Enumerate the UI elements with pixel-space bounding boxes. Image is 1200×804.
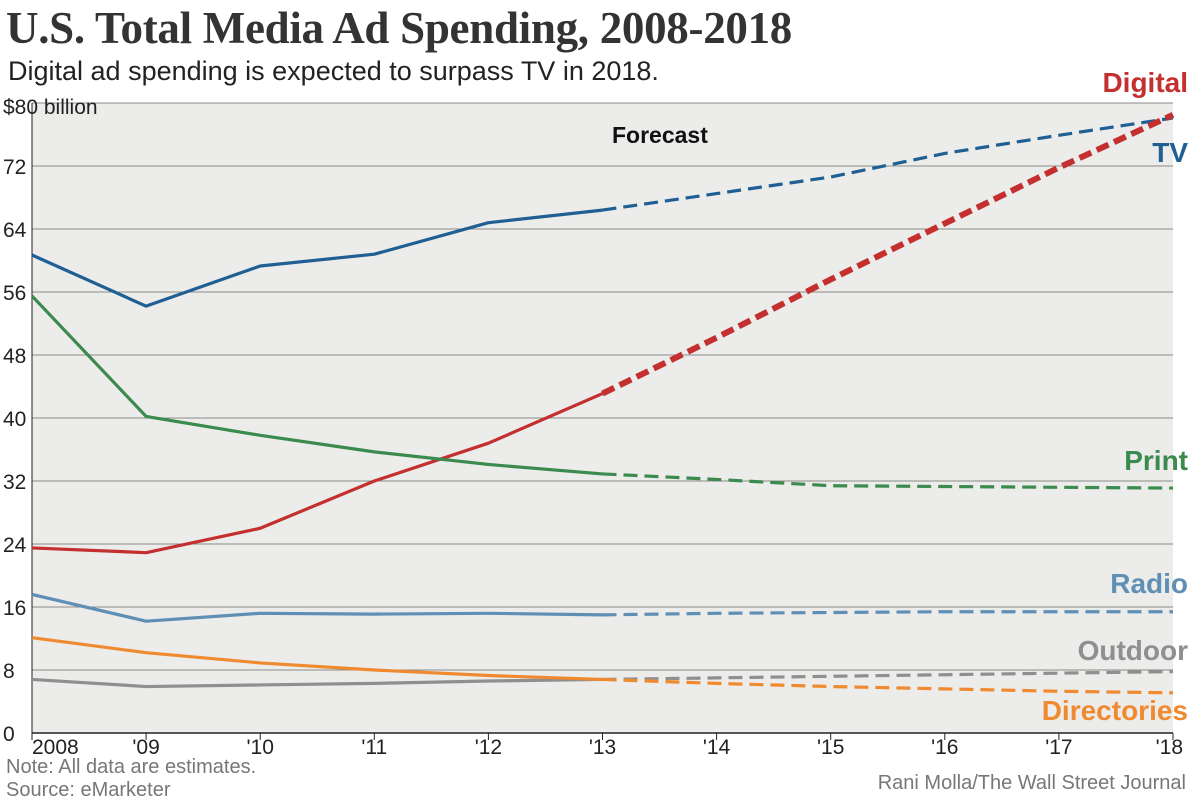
series-label-outdoor: Outdoor (1078, 635, 1189, 666)
y-tick-label: 8 (3, 660, 15, 683)
x-tick-label: '18 (1156, 736, 1183, 759)
y-tick-label: 48 (3, 345, 26, 368)
x-tick-label: '16 (931, 736, 958, 759)
x-tick-label: '13 (589, 736, 616, 759)
series-line-directories-actual (31, 636, 603, 682)
series-line-radio-forecast (602, 610, 1173, 617)
forecast-label: Forecast (612, 122, 708, 148)
series-line-tv-forecast (602, 116, 1174, 212)
x-tick-label: 2008 (32, 736, 79, 759)
y-tick-label: 40 (3, 408, 26, 431)
series-line-digital-forecast (601, 112, 1175, 397)
chart-subtitle: Digital ad spending is expected to surpa… (8, 56, 659, 86)
y-tick-label: $80 billion (3, 96, 98, 119)
series-line-outdoor-forecast (602, 669, 1174, 682)
series-label-digital: Digital (1102, 67, 1188, 98)
y-tick-label: 16 (3, 597, 26, 620)
x-tick-label: '10 (247, 736, 274, 759)
chart-title: U.S. Total Media Ad Spending, 2008-2018 (6, 3, 792, 53)
source-note: Source: eMarketer (6, 779, 171, 801)
credit-line: Rani Molla/The Wall Street Journal (877, 772, 1186, 794)
series-label-radio: Radio (1110, 568, 1188, 599)
x-tick-label: '11 (361, 736, 387, 759)
x-tick-label: '12 (475, 736, 502, 759)
series-label-directories: Directories (1042, 695, 1188, 726)
y-tick-label: 0 (3, 723, 15, 746)
series-label-tv: TV (1152, 137, 1188, 168)
x-tick-label: '17 (1045, 736, 1072, 759)
series-label-print: Print (1124, 445, 1188, 476)
y-tick-label: 72 (3, 156, 26, 179)
series-line-radio-actual (31, 592, 603, 623)
series-line-tv-actual (31, 208, 603, 308)
y-tick-label: 56 (3, 282, 26, 305)
footnote: Note: All data are estimates. (6, 756, 257, 778)
x-tick-label: '09 (132, 736, 159, 759)
series-line-print-forecast (602, 472, 1174, 490)
series-line-print-actual (30, 294, 603, 476)
y-tick-label: 64 (3, 219, 27, 242)
y-tick-label: 24 (3, 534, 27, 557)
series-line-outdoor-actual (31, 677, 603, 689)
series-line-directories-forecast (602, 677, 1174, 695)
x-tick-label: '15 (817, 736, 844, 759)
y-tick-label: 32 (3, 471, 26, 494)
x-tick-label: '14 (703, 736, 731, 759)
series-line-digital-actual (31, 392, 604, 555)
